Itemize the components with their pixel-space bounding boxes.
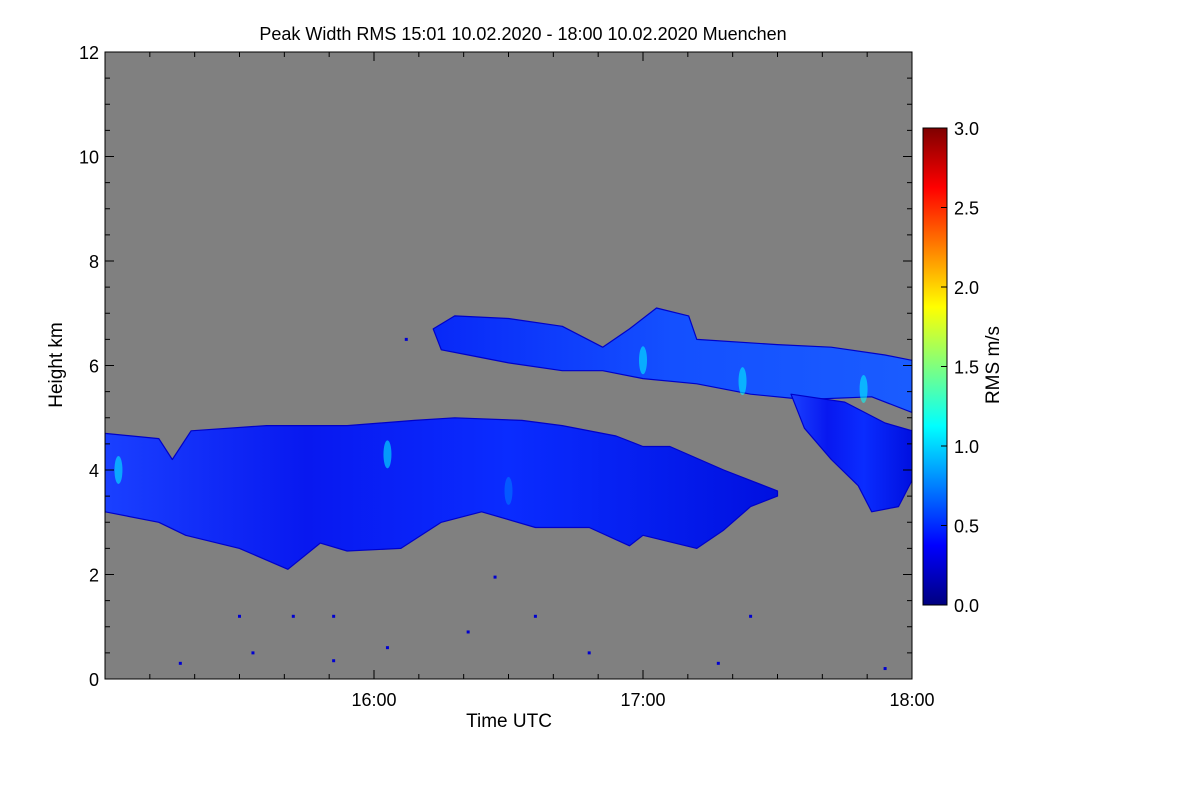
isolated-echo xyxy=(716,661,720,665)
y-tick-label: 4 xyxy=(89,461,99,481)
plot-area: 16:00 17:00 18:00 0 2 4 6 8 10 12 xyxy=(79,43,935,710)
isolated-echo xyxy=(332,659,336,663)
colorbar: 0.0 0.5 1.0 1.5 2.0 2.5 3.0 RMS m/s xyxy=(922,119,1004,616)
rms-highlight xyxy=(738,367,747,396)
y-tick-label: 8 xyxy=(89,252,99,272)
rms-highlight xyxy=(504,476,513,505)
isolated-echo xyxy=(178,661,182,665)
y-tick-label: 6 xyxy=(89,357,99,377)
colorbar-tick-label: 2.5 xyxy=(954,199,979,219)
y-tick-label: 10 xyxy=(79,148,99,168)
lower-cloud-layer xyxy=(105,417,779,570)
colorbar-tick-label: 0.5 xyxy=(954,517,979,537)
rms-highlight xyxy=(639,346,647,375)
isolated-echo xyxy=(883,667,887,671)
isolated-echo xyxy=(587,651,591,655)
colorbar-tick-label: 0.0 xyxy=(954,596,979,616)
isolated-echo xyxy=(404,337,408,341)
isolated-echo xyxy=(238,614,241,618)
isolated-echo xyxy=(385,646,389,650)
upper-cloud-layer xyxy=(432,307,912,414)
rms-highlight xyxy=(114,456,123,484)
y-tick-label: 0 xyxy=(89,670,99,690)
isolated-echo xyxy=(493,575,497,579)
y-tick-label: 12 xyxy=(79,43,99,63)
x-tick-label: 16:00 xyxy=(351,690,396,710)
isolated-echo xyxy=(749,614,753,618)
rms-highlight xyxy=(859,375,868,404)
chart-title: Peak Width RMS 15:01 10.02.2020 - 18:00 … xyxy=(259,24,786,44)
colorbar-label: RMS m/s xyxy=(983,326,1004,404)
y-tick-label: 2 xyxy=(89,566,99,586)
x-tick-label: 18:00 xyxy=(889,690,934,710)
descending-precipitation-streak xyxy=(790,393,912,513)
x-tick-label: 17:00 xyxy=(620,690,665,710)
colorbar-tick-label: 3.0 xyxy=(954,119,979,139)
isolated-echo xyxy=(332,614,336,618)
colorbar-tick-label: 2.0 xyxy=(954,278,979,298)
y-axis-label: Height km xyxy=(46,322,67,408)
isolated-echo xyxy=(251,651,255,655)
rms-highlight xyxy=(383,440,392,469)
colorbar-tick-label: 1.0 xyxy=(954,437,979,457)
isolated-echo xyxy=(533,614,537,618)
x-axis-label: Time UTC xyxy=(466,711,552,732)
isolated-echo xyxy=(466,630,470,634)
colorbar-tick-label: 1.5 xyxy=(954,358,979,378)
isolated-echo xyxy=(291,614,295,618)
